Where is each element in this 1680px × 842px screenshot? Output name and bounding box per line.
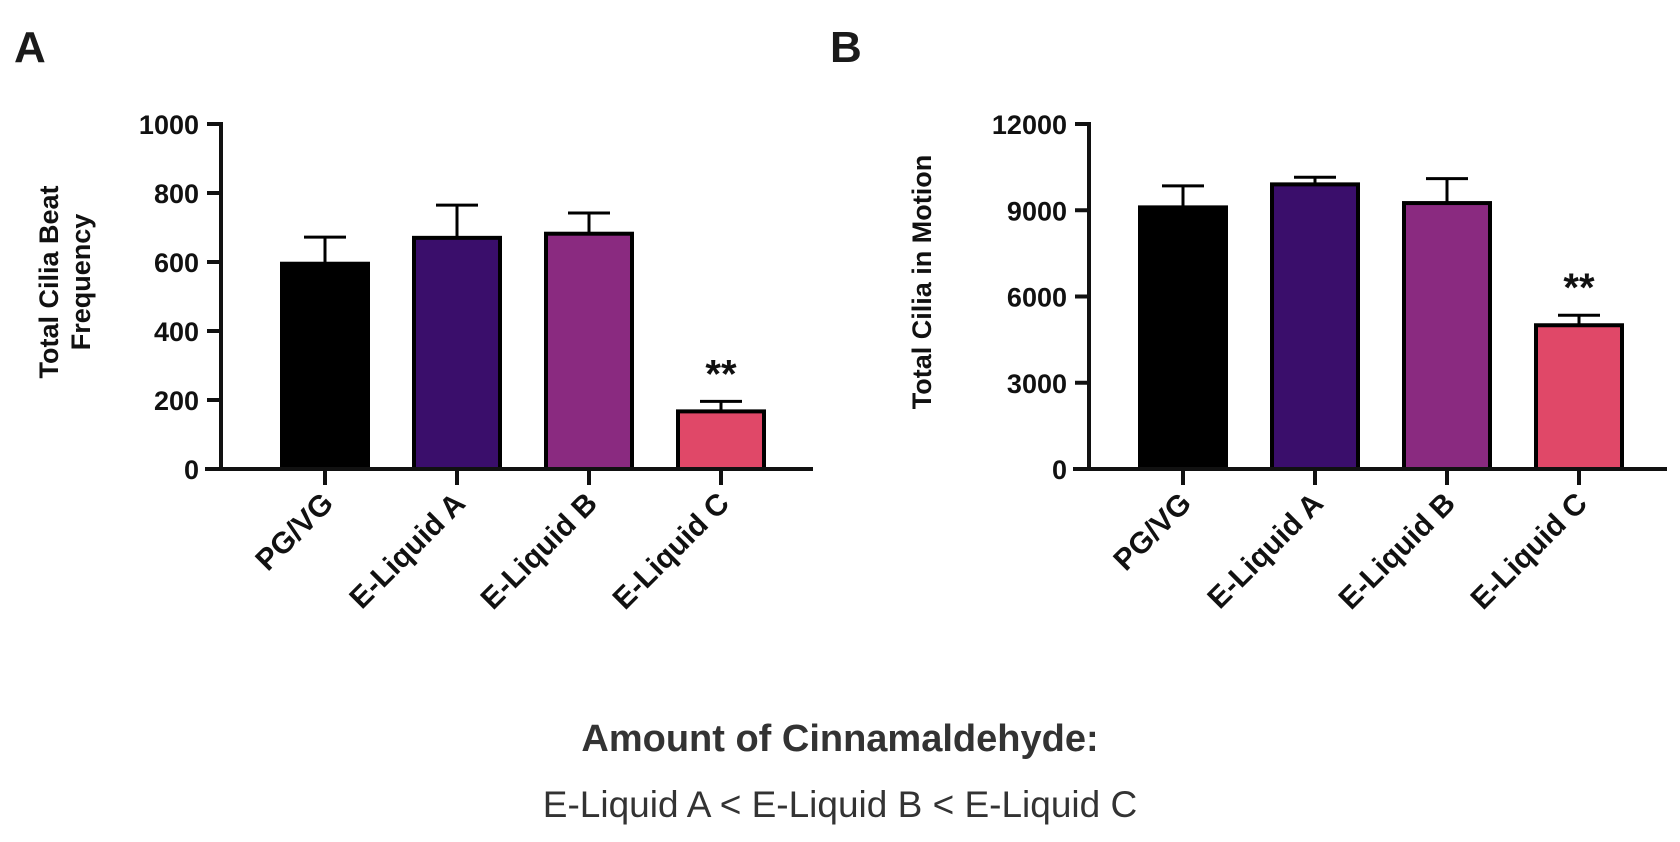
panel-b-significance-mark: ** [1563, 266, 1595, 310]
panel-a-bar [412, 235, 502, 471]
panel-a-y-tick-label: 800 [154, 179, 199, 209]
panel-b-y-axis-title-line-1: Total Cilia in Motion [907, 155, 937, 409]
panel-a-bar [676, 409, 766, 472]
panel-b-x-tick-label: PG/VG [1107, 487, 1198, 578]
panel-b-y-axis-title: Total Cilia in Motion [907, 155, 937, 409]
panel-a-y-tick-label: 0 [184, 455, 199, 485]
panel-a: A Total Cilia Beat Frequency ** 0 200 400 60… [14, 23, 813, 616]
panel-a-y-axis-title-line-1: Total Cilia Beat [34, 185, 64, 378]
panel-b-bar [1402, 201, 1492, 471]
panel-b-bar [1534, 323, 1624, 471]
panel-b-bar [1270, 182, 1360, 471]
panel-a-y-axis-title: Total Cilia Beat Frequency [34, 185, 96, 378]
panel-b-x-tick-label: E-Liquid B [1333, 487, 1462, 616]
panel-b-bar [1138, 205, 1228, 471]
panel-a-x-tick-label: E-Liquid C [607, 487, 736, 616]
panel-a-y-tick-label: 200 [154, 386, 199, 416]
panel-a-bar [544, 231, 634, 471]
panel-b-y-tick-label: 12000 [992, 110, 1067, 140]
panel-letter-b: B [830, 23, 862, 72]
panel-a-y-tick-label: 1000 [139, 110, 199, 140]
panel-a-y-tick-label: 400 [154, 317, 199, 347]
panel-b-x-tick-label: E-Liquid A [1201, 487, 1330, 616]
caption-title: Amount of Cinnamaldehyde: [581, 718, 1099, 760]
panel-a-y-tick-label: 600 [154, 248, 199, 278]
panel-b-x-tick-label: E-Liquid C [1465, 487, 1594, 616]
caption-text: E-Liquid A < E-Liquid B < E-Liquid C [542, 784, 1138, 825]
panel-b-y-tick-label: 3000 [1007, 369, 1067, 399]
panel-a-y-axis-title-line-2: Frequency [66, 214, 96, 351]
panel-a-x-tick-label: PG/VG [249, 487, 340, 578]
panel-a-x-tick-label: E-Liquid B [475, 487, 604, 616]
panel-b-y-tick-label: 6000 [1007, 283, 1067, 313]
panel-a-significance-mark: ** [705, 352, 737, 396]
panel-b-y-tick-label: 0 [1052, 455, 1067, 485]
panel-a-x-tick-label: E-Liquid A [343, 487, 472, 616]
panel-a-bar [280, 261, 370, 471]
panel-letter-a: A [14, 23, 46, 72]
panel-b-y-tick-label: 9000 [1007, 196, 1067, 226]
panel-b: B Total Cilia in Motion ** 0 3000 6000 9000 1… [830, 23, 1667, 616]
